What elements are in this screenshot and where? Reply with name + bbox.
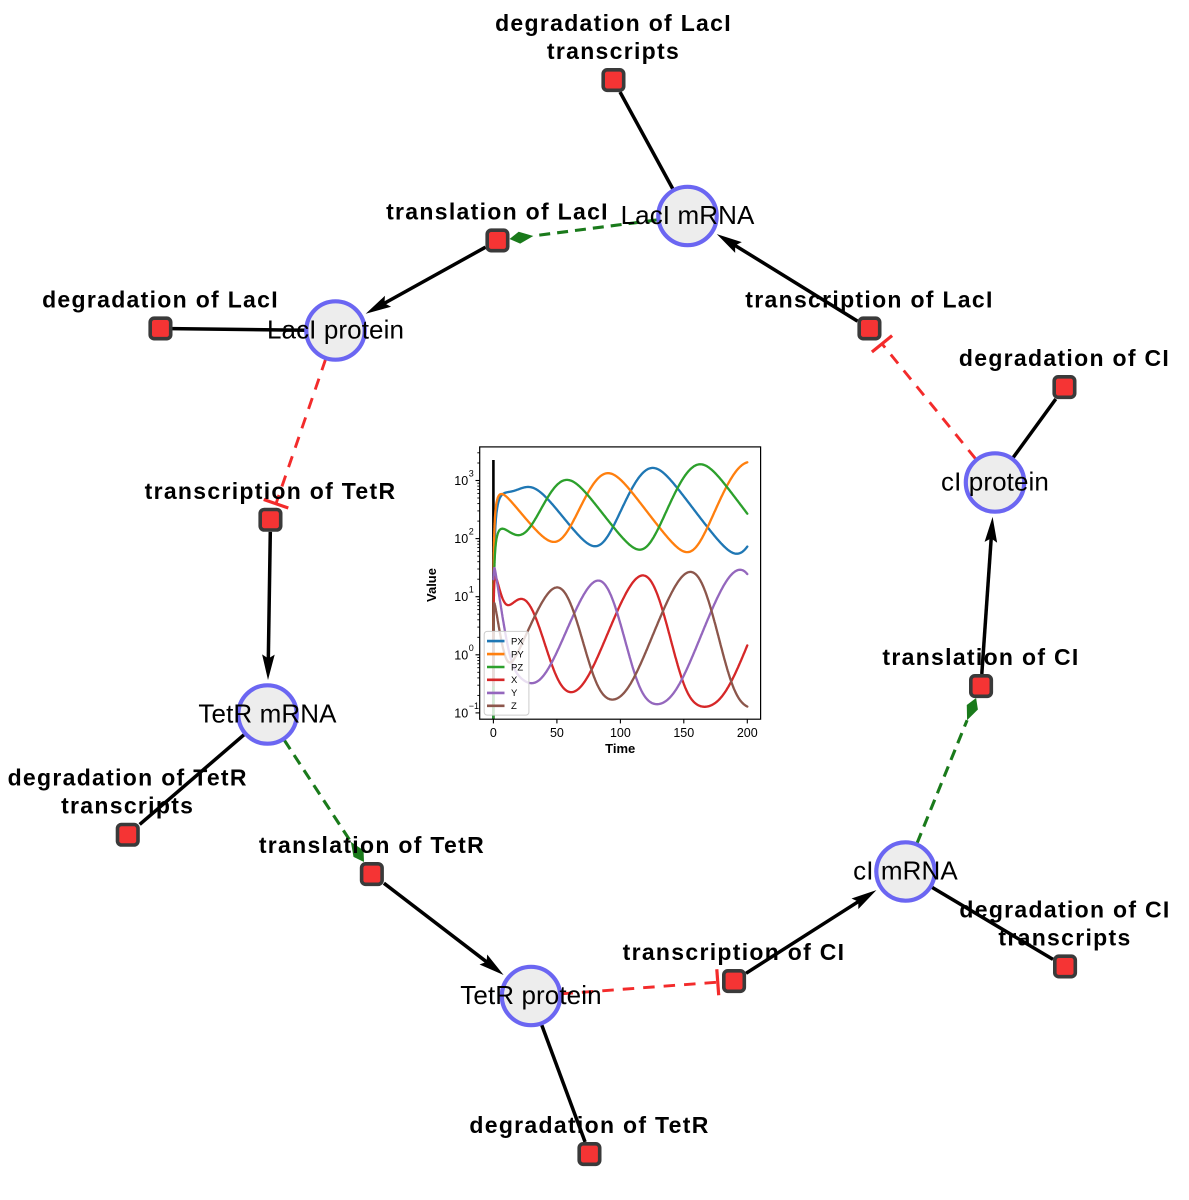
svg-text:50: 50 — [550, 726, 564, 740]
svg-text:Z: Z — [511, 701, 517, 712]
svg-text:10: 10 — [454, 532, 468, 546]
svg-text:2: 2 — [469, 527, 474, 537]
svg-text:200: 200 — [737, 726, 758, 740]
svg-text:transcripts: transcripts — [547, 38, 680, 64]
svg-text:transcription of TetR: transcription of TetR — [145, 478, 397, 504]
svg-text:10: 10 — [454, 706, 468, 720]
svg-text:cI protein: cI protein — [941, 467, 1049, 497]
svg-text:150: 150 — [673, 726, 694, 740]
svg-text:Value: Value — [424, 568, 439, 602]
svg-text:cI mRNA: cI mRNA — [853, 856, 958, 886]
svg-text:10: 10 — [454, 590, 468, 604]
svg-text:PY: PY — [511, 649, 524, 660]
svg-text:X: X — [511, 675, 518, 686]
svg-text:transcription of LacI: transcription of LacI — [745, 287, 993, 313]
svg-text:3: 3 — [469, 469, 474, 479]
svg-text:transcription of CI: transcription of CI — [623, 939, 846, 965]
svg-text:Time: Time — [605, 741, 635, 756]
svg-text:1: 1 — [469, 585, 474, 595]
svg-text:degradation of CI: degradation of CI — [959, 345, 1170, 371]
svg-text:PX: PX — [511, 636, 524, 647]
svg-text:TetR protein: TetR protein — [460, 980, 601, 1010]
svg-text:0: 0 — [469, 643, 474, 653]
svg-text:degradation of LacI: degradation of LacI — [495, 10, 732, 36]
svg-text:degradation of TetR: degradation of TetR — [469, 1112, 709, 1138]
svg-text:transcripts: transcripts — [998, 925, 1131, 951]
svg-text:10: 10 — [454, 648, 468, 662]
svg-text:translation of LacI: translation of LacI — [386, 199, 609, 225]
svg-text:transcripts: transcripts — [61, 793, 194, 819]
svg-text:degradation of CI: degradation of CI — [959, 897, 1170, 923]
svg-text:translation of TetR: translation of TetR — [259, 832, 485, 858]
svg-text:PZ: PZ — [511, 662, 523, 673]
svg-text:degradation of LacI: degradation of LacI — [42, 287, 279, 313]
svg-text:LacI mRNA: LacI mRNA — [621, 200, 755, 230]
svg-text:translation of CI: translation of CI — [882, 644, 1079, 670]
svg-text:10: 10 — [454, 474, 468, 488]
svg-text:TetR mRNA: TetR mRNA — [198, 699, 337, 729]
svg-text:−1: −1 — [469, 701, 479, 711]
svg-text:100: 100 — [610, 726, 631, 740]
svg-text:0: 0 — [490, 726, 497, 740]
svg-text:degradation of TetR: degradation of TetR — [8, 765, 248, 791]
svg-text:LacI protein: LacI protein — [267, 315, 404, 345]
svg-text:Y: Y — [511, 688, 518, 699]
